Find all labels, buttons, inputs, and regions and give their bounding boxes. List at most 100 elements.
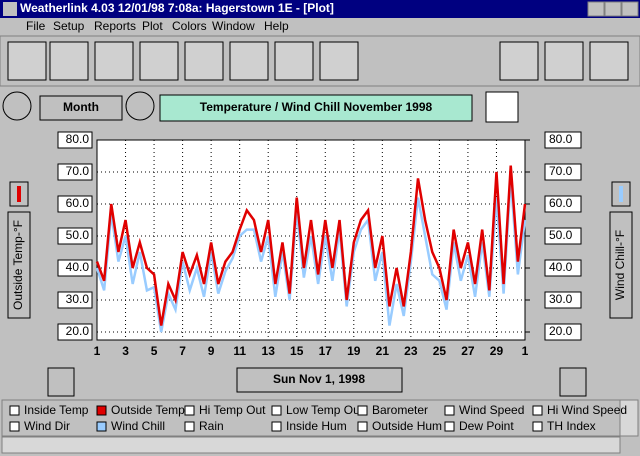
legend-label: TH Index <box>547 419 596 433</box>
y2-tick-label: 40.0 <box>549 260 573 274</box>
y2-axis-label: Wind Chill-°F <box>613 230 627 300</box>
legend-checkbox[interactable] <box>9 421 20 432</box>
vertical-scrollbar[interactable] <box>619 399 639 437</box>
legend-checkbox[interactable] <box>184 421 195 432</box>
toolbar-button[interactable] <box>94 41 134 81</box>
x-tick-label: 13 <box>262 344 276 358</box>
toolbar-button[interactable] <box>49 41 89 81</box>
y-tick-box <box>57 163 93 181</box>
y2-color-mark <box>619 186 623 202</box>
toolbar-button[interactable] <box>499 41 539 81</box>
toolbar-button[interactable] <box>184 41 224 81</box>
y-tick-box <box>57 259 93 277</box>
eraser-button[interactable] <box>485 91 519 123</box>
legend-label: Hi Temp Out <box>199 403 266 417</box>
x-tick-label: 15 <box>290 344 304 358</box>
date-button[interactable] <box>236 367 403 393</box>
y-label-box[interactable] <box>7 211 31 319</box>
y2-tick-box <box>544 163 582 181</box>
y2-tick-label: 70.0 <box>549 164 573 178</box>
x-tick-label: 17 <box>319 344 333 358</box>
legend-checkbox[interactable] <box>271 405 282 416</box>
zoom-in-button[interactable] <box>2 91 32 121</box>
lock-right[interactable] <box>559 367 587 397</box>
y-tick-box <box>57 227 93 245</box>
legend-checkbox[interactable] <box>532 421 543 432</box>
period-button[interactable] <box>39 95 123 121</box>
toolbar-button[interactable] <box>319 41 359 81</box>
legend-label: Inside Hum <box>286 419 347 433</box>
menu-item[interactable]: Reports <box>94 19 136 33</box>
y-tick-label: 60.0 <box>66 196 90 210</box>
x-tick-label: 25 <box>433 344 447 358</box>
maximize-button[interactable] <box>604 1 622 17</box>
legend-checkbox[interactable] <box>532 405 543 416</box>
minimize-button[interactable] <box>587 1 605 17</box>
x-tick-label: 19 <box>347 344 361 358</box>
toolbar-button[interactable] <box>7 41 47 81</box>
y-tick-label: 70.0 <box>66 164 90 178</box>
menu-item[interactable]: Colors <box>172 19 207 33</box>
close-button[interactable] <box>621 1 639 17</box>
legend-label: Outside Hum <box>372 419 442 433</box>
title-bar <box>0 0 640 18</box>
menu-bar <box>0 18 640 36</box>
legend-label: Wind Dir <box>24 419 70 433</box>
legend-checkbox[interactable] <box>96 421 107 432</box>
y2-tick-label: 20.0 <box>549 324 573 338</box>
series-line <box>95 165 527 326</box>
system-menu[interactable] <box>3 2 17 16</box>
y2-tick-box <box>544 259 582 277</box>
x-tick-label: 29 <box>490 344 504 358</box>
y2-tick-box <box>544 323 582 341</box>
y-axis-label: Outside Temp-°F <box>11 220 25 310</box>
x-tick-label: 5 <box>151 344 158 358</box>
toolbar-button[interactable] <box>229 41 269 81</box>
legend-label: Low Temp Out <box>286 403 364 417</box>
legend-label: Inside Temp <box>24 403 89 417</box>
y2-tick-box <box>544 195 582 213</box>
toolbar-button[interactable] <box>589 41 629 81</box>
date-label: Sun Nov 1, 1998 <box>273 372 365 386</box>
y-tick-box <box>57 323 93 341</box>
x-tick-label: 27 <box>461 344 475 358</box>
menu-item[interactable]: Window <box>212 19 255 33</box>
y2-label-box[interactable] <box>609 211 633 319</box>
x-tick-label: 21 <box>376 344 390 358</box>
legend-checkbox[interactable] <box>184 405 195 416</box>
legend-checkbox[interactable] <box>444 405 455 416</box>
legend-label: Barometer <box>372 403 428 417</box>
lock-left[interactable] <box>47 367 75 397</box>
legend-label: Rain <box>199 419 224 433</box>
horizontal-scrollbar[interactable] <box>1 436 621 454</box>
x-tick-label: 7 <box>179 344 186 358</box>
menu-item[interactable]: Help <box>264 19 289 33</box>
legend-checkbox[interactable] <box>9 405 20 416</box>
legend-checkbox[interactable] <box>357 405 368 416</box>
menu-item[interactable]: File <box>26 19 46 33</box>
chart-title: Temperature / Wind Chill November 1998 <box>200 100 433 114</box>
toolbar-button[interactable] <box>139 41 179 81</box>
legend-label: Dew Point <box>459 419 514 433</box>
y2-tick-box <box>544 291 582 309</box>
y-tick-box <box>57 291 93 309</box>
legend-label: Wind Chill <box>111 419 165 433</box>
legend-checkbox[interactable] <box>271 421 282 432</box>
legend-checkbox[interactable] <box>357 421 368 432</box>
legend-checkbox[interactable] <box>444 421 455 432</box>
y2-tick-box <box>544 131 582 149</box>
y-tick-label: 80.0 <box>66 132 90 146</box>
legend-label: Hi Wind Speed <box>547 403 627 417</box>
menu-item[interactable]: Setup <box>53 19 85 33</box>
toolbar-button[interactable] <box>544 41 584 81</box>
toolbar-button[interactable] <box>274 41 314 81</box>
menu-item[interactable]: Plot <box>142 19 163 33</box>
y-tick-label: 30.0 <box>66 292 90 306</box>
zoom-out-button[interactable] <box>125 91 155 121</box>
y-tick-box <box>57 195 93 213</box>
legend-label: Outside Temp <box>111 403 185 417</box>
period-label: Month <box>63 100 99 114</box>
x-tick-label: 1 <box>94 344 101 358</box>
legend-checkbox[interactable] <box>96 405 107 416</box>
